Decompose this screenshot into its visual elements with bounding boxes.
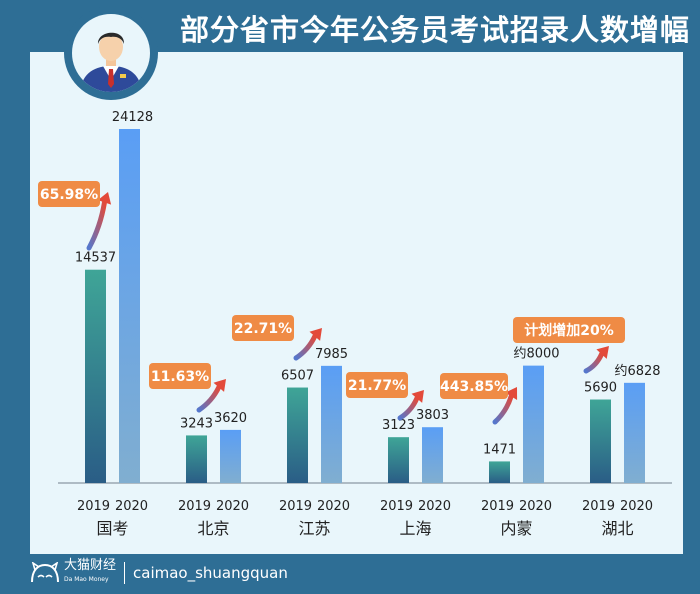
bar-2019-0 [85, 269, 106, 483]
footer-handle: caimao_shuangquan [133, 564, 288, 582]
bar-2020-2 [321, 365, 342, 483]
growth-tag-3 [346, 372, 408, 398]
value-label-2019-3: 3123 [382, 418, 415, 433]
growth-tag-label-2: 22.71% [234, 321, 292, 337]
category-label-4: 内蒙 [500, 519, 532, 538]
growth-arrow-0 [86, 199, 107, 251]
value-label-2020-2: 7985 [315, 347, 348, 362]
brand-block: 大猫财经 Da Mao Money [64, 559, 116, 587]
bar-2020-4 [523, 365, 544, 483]
bar-2019-3 [388, 437, 409, 483]
value-label-2019-1: 3243 [180, 416, 213, 431]
year-label-2020-3: 2020 [418, 499, 451, 514]
value-label-2020-4: 约8000 [513, 347, 559, 362]
value-label-2020-0: 24128 [112, 110, 153, 125]
footer-divider [124, 562, 126, 584]
page-title: 部分省市今年公务员考试招录人数增幅 [180, 13, 691, 47]
growth-arrowhead-0 [97, 192, 112, 205]
growth-tag-label-0: 65.98% [40, 187, 98, 203]
brand-name-en: Da Mao Money [64, 576, 109, 583]
year-label-2019-3: 2019 [380, 499, 413, 514]
bar-2020-3 [422, 427, 443, 483]
growth-tag-label-1: 11.63% [151, 369, 209, 385]
value-label-2020-3: 3803 [416, 408, 449, 423]
year-label-2020-1: 2020 [216, 499, 249, 514]
value-label-2020-5: 约6828 [614, 364, 660, 379]
bar-2019-4 [489, 461, 510, 483]
year-label-2020-2: 2020 [317, 499, 350, 514]
bar-2020-0 [119, 129, 140, 483]
growth-arrow-1 [196, 384, 222, 413]
year-label-2019-1: 2019 [178, 499, 211, 514]
brand-name: 大猫财经 [64, 558, 117, 573]
bar-2019-5 [590, 399, 611, 483]
value-label-2020-1: 3620 [214, 411, 247, 426]
growth-tag-1 [149, 363, 211, 389]
growth-tag-5 [513, 317, 625, 343]
bar-2020-1 [220, 429, 241, 483]
bar-2020-5 [624, 382, 645, 483]
bar-2019-2 [287, 387, 308, 483]
category-label-1: 北京 [197, 519, 229, 538]
year-label-2020-4: 2020 [519, 499, 552, 514]
growth-arrowhead-5 [596, 346, 609, 359]
growth-tag-label-5: 计划增加20% [524, 322, 614, 339]
value-label-2019-0: 14537 [75, 251, 116, 266]
growth-arrow-3 [397, 395, 420, 421]
footer: 大猫财经 Da Mao Money caimao_shuangquan [30, 558, 288, 588]
growth-tag-4 [440, 373, 508, 399]
year-label-2019-2: 2019 [279, 499, 312, 514]
year-label-2019-0: 2019 [77, 499, 110, 514]
year-label-2019-4: 2019 [481, 499, 514, 514]
category-label-0: 国考 [96, 519, 128, 538]
category-label-5: 湖北 [601, 519, 633, 538]
growth-arrowhead-2 [309, 328, 322, 341]
value-label-2019-2: 6507 [281, 369, 314, 384]
growth-tag-2 [232, 315, 294, 341]
growth-arrow-5 [583, 351, 605, 374]
growth-arrowhead-1 [213, 379, 226, 392]
category-label-3: 上海 [399, 519, 431, 538]
value-label-2019-4: 1471 [483, 442, 516, 457]
cat-logo-icon [31, 562, 59, 583]
year-label-2020-5: 2020 [620, 499, 653, 514]
value-label-2019-5: 5690 [584, 381, 617, 396]
year-label-2019-5: 2019 [582, 499, 615, 514]
growth-arrowhead-3 [411, 390, 424, 403]
growth-tag-label-3: 21.77% [348, 378, 406, 394]
growth-tag-0 [38, 181, 100, 207]
bar-2019-1 [186, 435, 207, 483]
avatar [72, 14, 150, 92]
growth-arrow-2 [293, 333, 318, 361]
year-label-2020-0: 2020 [115, 499, 148, 514]
growth-arrow-4 [492, 393, 514, 425]
category-label-2: 江苏 [298, 519, 330, 538]
person-icon [80, 32, 142, 92]
growth-tag-label-4: 443.85% [440, 379, 508, 395]
growth-arrowhead-4 [505, 387, 518, 401]
